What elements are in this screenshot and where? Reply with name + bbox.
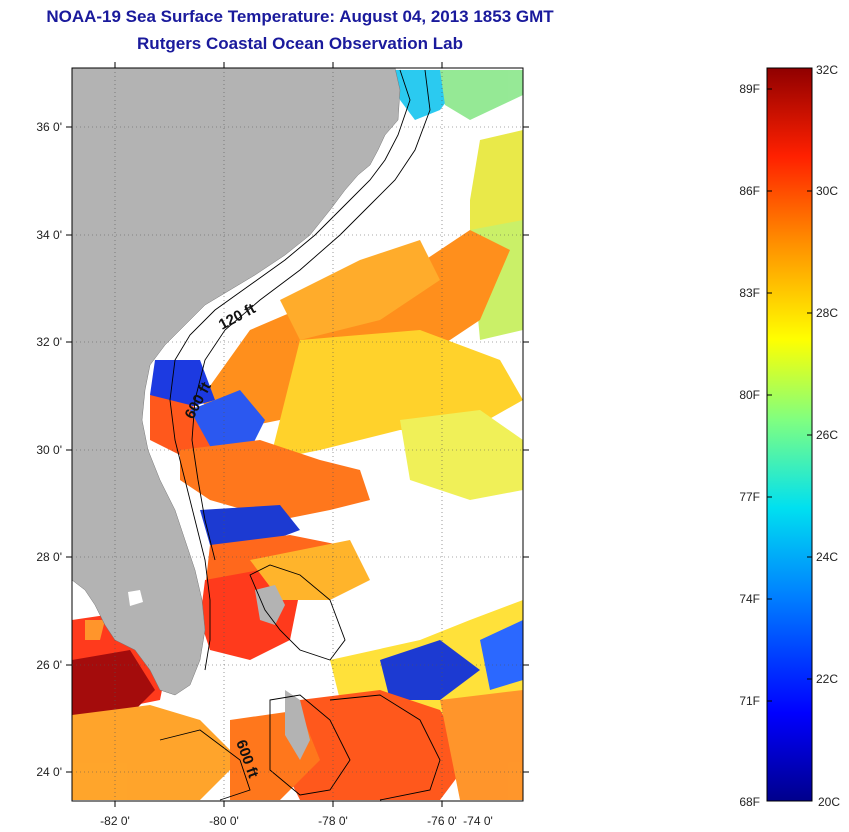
- land-mass-us: [72, 68, 401, 696]
- colorbar-f-label: 89F: [739, 82, 760, 96]
- land-island-south: [285, 690, 310, 760]
- colorbar: 89F 86F 83F 80F 77F 74F 71F 68F 32C 30C …: [739, 63, 840, 809]
- lat-label: 34 0': [36, 228, 62, 242]
- colorbar-gradient: [766, 67, 813, 802]
- colorbar-c-ticks: [807, 190, 812, 680]
- colorbar-f-ticks: [767, 88, 772, 702]
- lat-label: 24 0': [36, 765, 62, 779]
- colorbar-c-label: 22C: [816, 672, 838, 686]
- bathymetry-contours: [159, 69, 441, 801]
- lat-label: 30 0': [36, 443, 62, 457]
- lon-label: -80 0': [209, 814, 239, 828]
- colorbar-f-label: 80F: [739, 388, 760, 402]
- longitude-labels: -82 0' -80 0' -78 0' -76 0' -74 0': [100, 814, 493, 828]
- colorbar-c-label: 30C: [816, 184, 838, 198]
- land-bahamas: [255, 585, 285, 625]
- colorbar-f-label: 86F: [739, 184, 760, 198]
- latitude-labels: 36 0' 34 0' 32 0' 30 0' 28 0' 26 0' 24 0…: [36, 120, 62, 779]
- colorbar-c-label: 24C: [816, 550, 838, 564]
- colorbar-f-label: 68F: [739, 795, 760, 809]
- map-frame: [71, 67, 524, 802]
- lake-okeechobee: [128, 590, 143, 606]
- colorbar-f-label: 77F: [739, 490, 760, 504]
- colorbar-c-label: 26C: [816, 428, 838, 442]
- lon-label: -82 0': [100, 814, 130, 828]
- colorbar-f-label: 74F: [739, 592, 760, 606]
- lon-label: -76 0': [427, 814, 457, 828]
- lat-label: 28 0': [36, 550, 62, 564]
- colorbar-f-label: 71F: [739, 694, 760, 708]
- lat-label: 32 0': [36, 335, 62, 349]
- colorbar-f-label: 83F: [739, 286, 760, 300]
- lat-label: 26 0': [36, 658, 62, 672]
- colorbar-c-label: 20C: [818, 795, 840, 809]
- tick-marks: [66, 62, 529, 807]
- map-title: NOAA-19 Sea Surface Temperature: August …: [46, 7, 554, 26]
- map-panel: [72, 68, 523, 801]
- map-subtitle: Rutgers Coastal Ocean Observation Lab: [137, 34, 463, 53]
- lat-label: 36 0': [36, 120, 62, 134]
- lon-label: -78 0': [318, 814, 348, 828]
- colorbar-c-label: 32C: [816, 63, 838, 77]
- lon-label: -74 0': [463, 814, 493, 828]
- colorbar-c-label: 28C: [816, 306, 838, 320]
